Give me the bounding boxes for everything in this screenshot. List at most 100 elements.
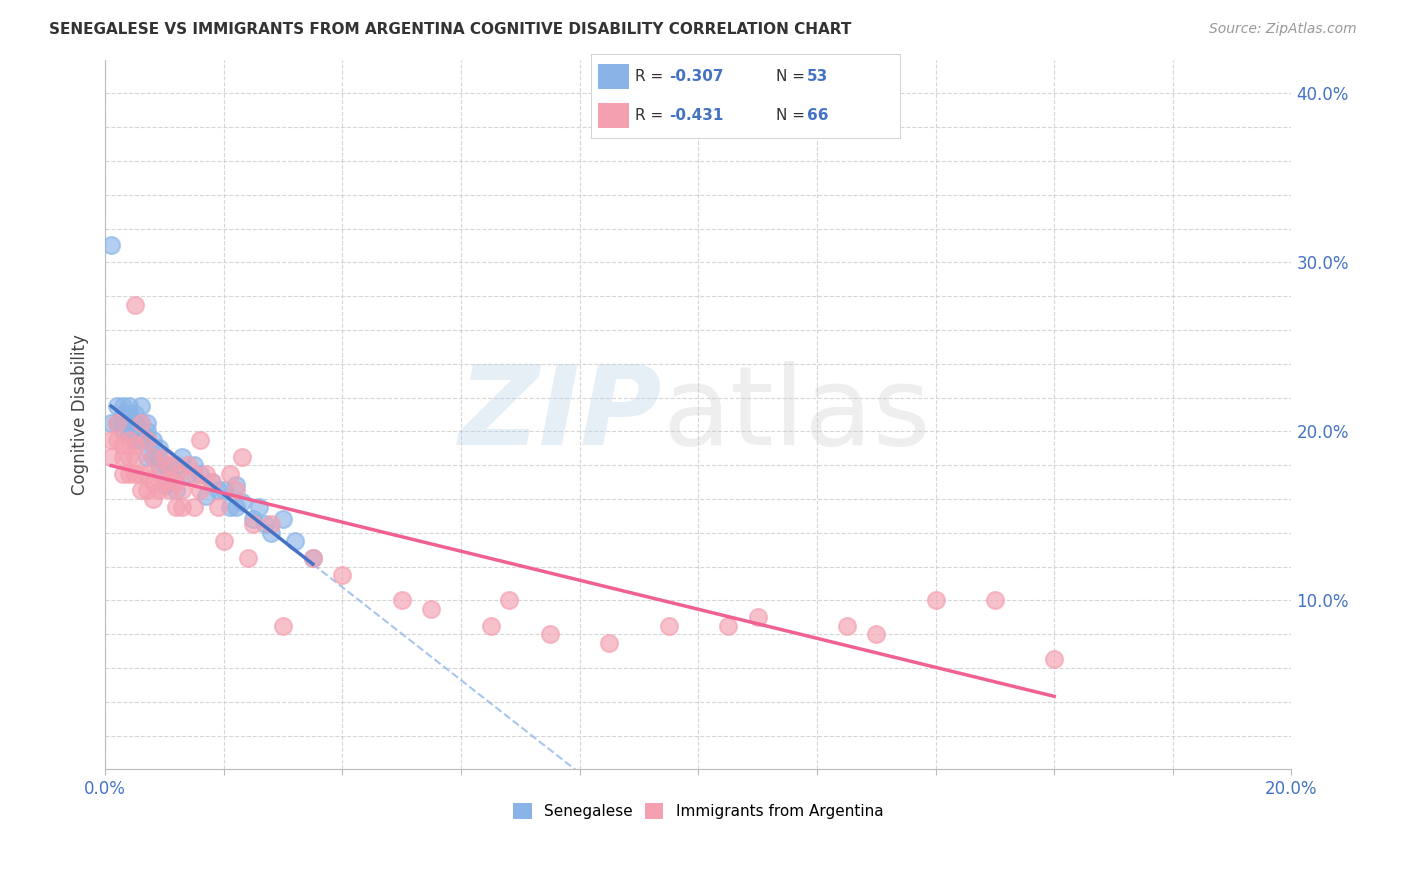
Point bbox=[111, 399, 134, 413]
Point bbox=[111, 467, 134, 481]
Text: -0.307: -0.307 bbox=[669, 69, 724, 84]
Point bbox=[538, 627, 561, 641]
Point bbox=[225, 478, 247, 492]
Point bbox=[135, 483, 157, 498]
Text: 53: 53 bbox=[807, 69, 828, 84]
Point bbox=[153, 450, 176, 464]
Point bbox=[242, 517, 264, 532]
Point bbox=[111, 438, 134, 452]
Point bbox=[111, 425, 134, 439]
Point bbox=[225, 500, 247, 515]
Point bbox=[242, 512, 264, 526]
Point bbox=[159, 483, 181, 498]
Point bbox=[260, 525, 283, 540]
Point bbox=[153, 458, 176, 472]
Point bbox=[231, 495, 253, 509]
Text: Source: ZipAtlas.com: Source: ZipAtlas.com bbox=[1209, 22, 1357, 37]
Point bbox=[129, 416, 152, 430]
Point bbox=[118, 408, 141, 422]
Y-axis label: Cognitive Disability: Cognitive Disability bbox=[72, 334, 89, 495]
Point bbox=[218, 467, 240, 481]
Point bbox=[118, 450, 141, 464]
Point bbox=[105, 416, 128, 430]
Point bbox=[177, 458, 200, 472]
Point bbox=[135, 433, 157, 447]
Point bbox=[165, 475, 187, 489]
Point bbox=[924, 593, 946, 607]
Point bbox=[201, 475, 224, 489]
Point bbox=[129, 425, 152, 439]
Point bbox=[100, 450, 122, 464]
Point bbox=[207, 483, 229, 498]
Point bbox=[225, 483, 247, 498]
Text: 66: 66 bbox=[807, 108, 828, 123]
Point bbox=[118, 416, 141, 430]
Point bbox=[301, 551, 323, 566]
Point bbox=[142, 475, 165, 489]
Point bbox=[420, 601, 443, 615]
Point bbox=[105, 416, 128, 430]
Point bbox=[212, 483, 235, 498]
Point bbox=[148, 483, 170, 498]
Point bbox=[717, 618, 740, 632]
Point bbox=[135, 467, 157, 481]
Point bbox=[118, 433, 141, 447]
Point bbox=[212, 534, 235, 549]
Point bbox=[111, 416, 134, 430]
Point bbox=[165, 467, 187, 481]
Point bbox=[188, 483, 211, 498]
Point bbox=[188, 467, 211, 481]
Point bbox=[129, 433, 152, 447]
Point bbox=[195, 489, 218, 503]
Text: -0.431: -0.431 bbox=[669, 108, 724, 123]
Point bbox=[195, 467, 218, 481]
Point bbox=[165, 483, 187, 498]
Point bbox=[271, 512, 294, 526]
Text: SENEGALESE VS IMMIGRANTS FROM ARGENTINA COGNITIVE DISABILITY CORRELATION CHART: SENEGALESE VS IMMIGRANTS FROM ARGENTINA … bbox=[49, 22, 852, 37]
Point bbox=[124, 425, 146, 439]
Point bbox=[165, 500, 187, 515]
Point bbox=[105, 433, 128, 447]
Point bbox=[159, 467, 181, 481]
Point bbox=[201, 475, 224, 489]
Point bbox=[124, 297, 146, 311]
Point bbox=[172, 483, 194, 498]
Point bbox=[135, 425, 157, 439]
Point bbox=[148, 467, 170, 481]
Point bbox=[124, 450, 146, 464]
Point bbox=[271, 618, 294, 632]
Point bbox=[254, 517, 277, 532]
Point bbox=[747, 610, 769, 624]
Text: ZIP: ZIP bbox=[460, 361, 662, 468]
Point bbox=[284, 534, 307, 549]
Point bbox=[218, 500, 240, 515]
Point bbox=[153, 475, 176, 489]
Point bbox=[124, 438, 146, 452]
Point bbox=[135, 450, 157, 464]
Point bbox=[129, 416, 152, 430]
Point bbox=[165, 458, 187, 472]
Text: atlas: atlas bbox=[662, 361, 931, 468]
Point bbox=[865, 627, 887, 641]
Point bbox=[984, 593, 1007, 607]
Point bbox=[148, 461, 170, 475]
Point bbox=[148, 450, 170, 464]
Point bbox=[142, 433, 165, 447]
Legend: Senegalese, Immigrants from Argentina: Senegalese, Immigrants from Argentina bbox=[508, 797, 890, 825]
Point bbox=[124, 433, 146, 447]
Point bbox=[479, 618, 502, 632]
Point bbox=[129, 467, 152, 481]
Point bbox=[142, 450, 165, 464]
Point bbox=[111, 450, 134, 464]
Point bbox=[177, 467, 200, 481]
Point bbox=[231, 450, 253, 464]
Point bbox=[188, 433, 211, 447]
Point bbox=[118, 399, 141, 413]
Point bbox=[153, 478, 176, 492]
Point bbox=[135, 433, 157, 447]
Point bbox=[301, 551, 323, 566]
Point bbox=[835, 618, 858, 632]
Point bbox=[658, 618, 681, 632]
Text: R =: R = bbox=[636, 69, 668, 84]
Text: R =: R = bbox=[636, 108, 668, 123]
